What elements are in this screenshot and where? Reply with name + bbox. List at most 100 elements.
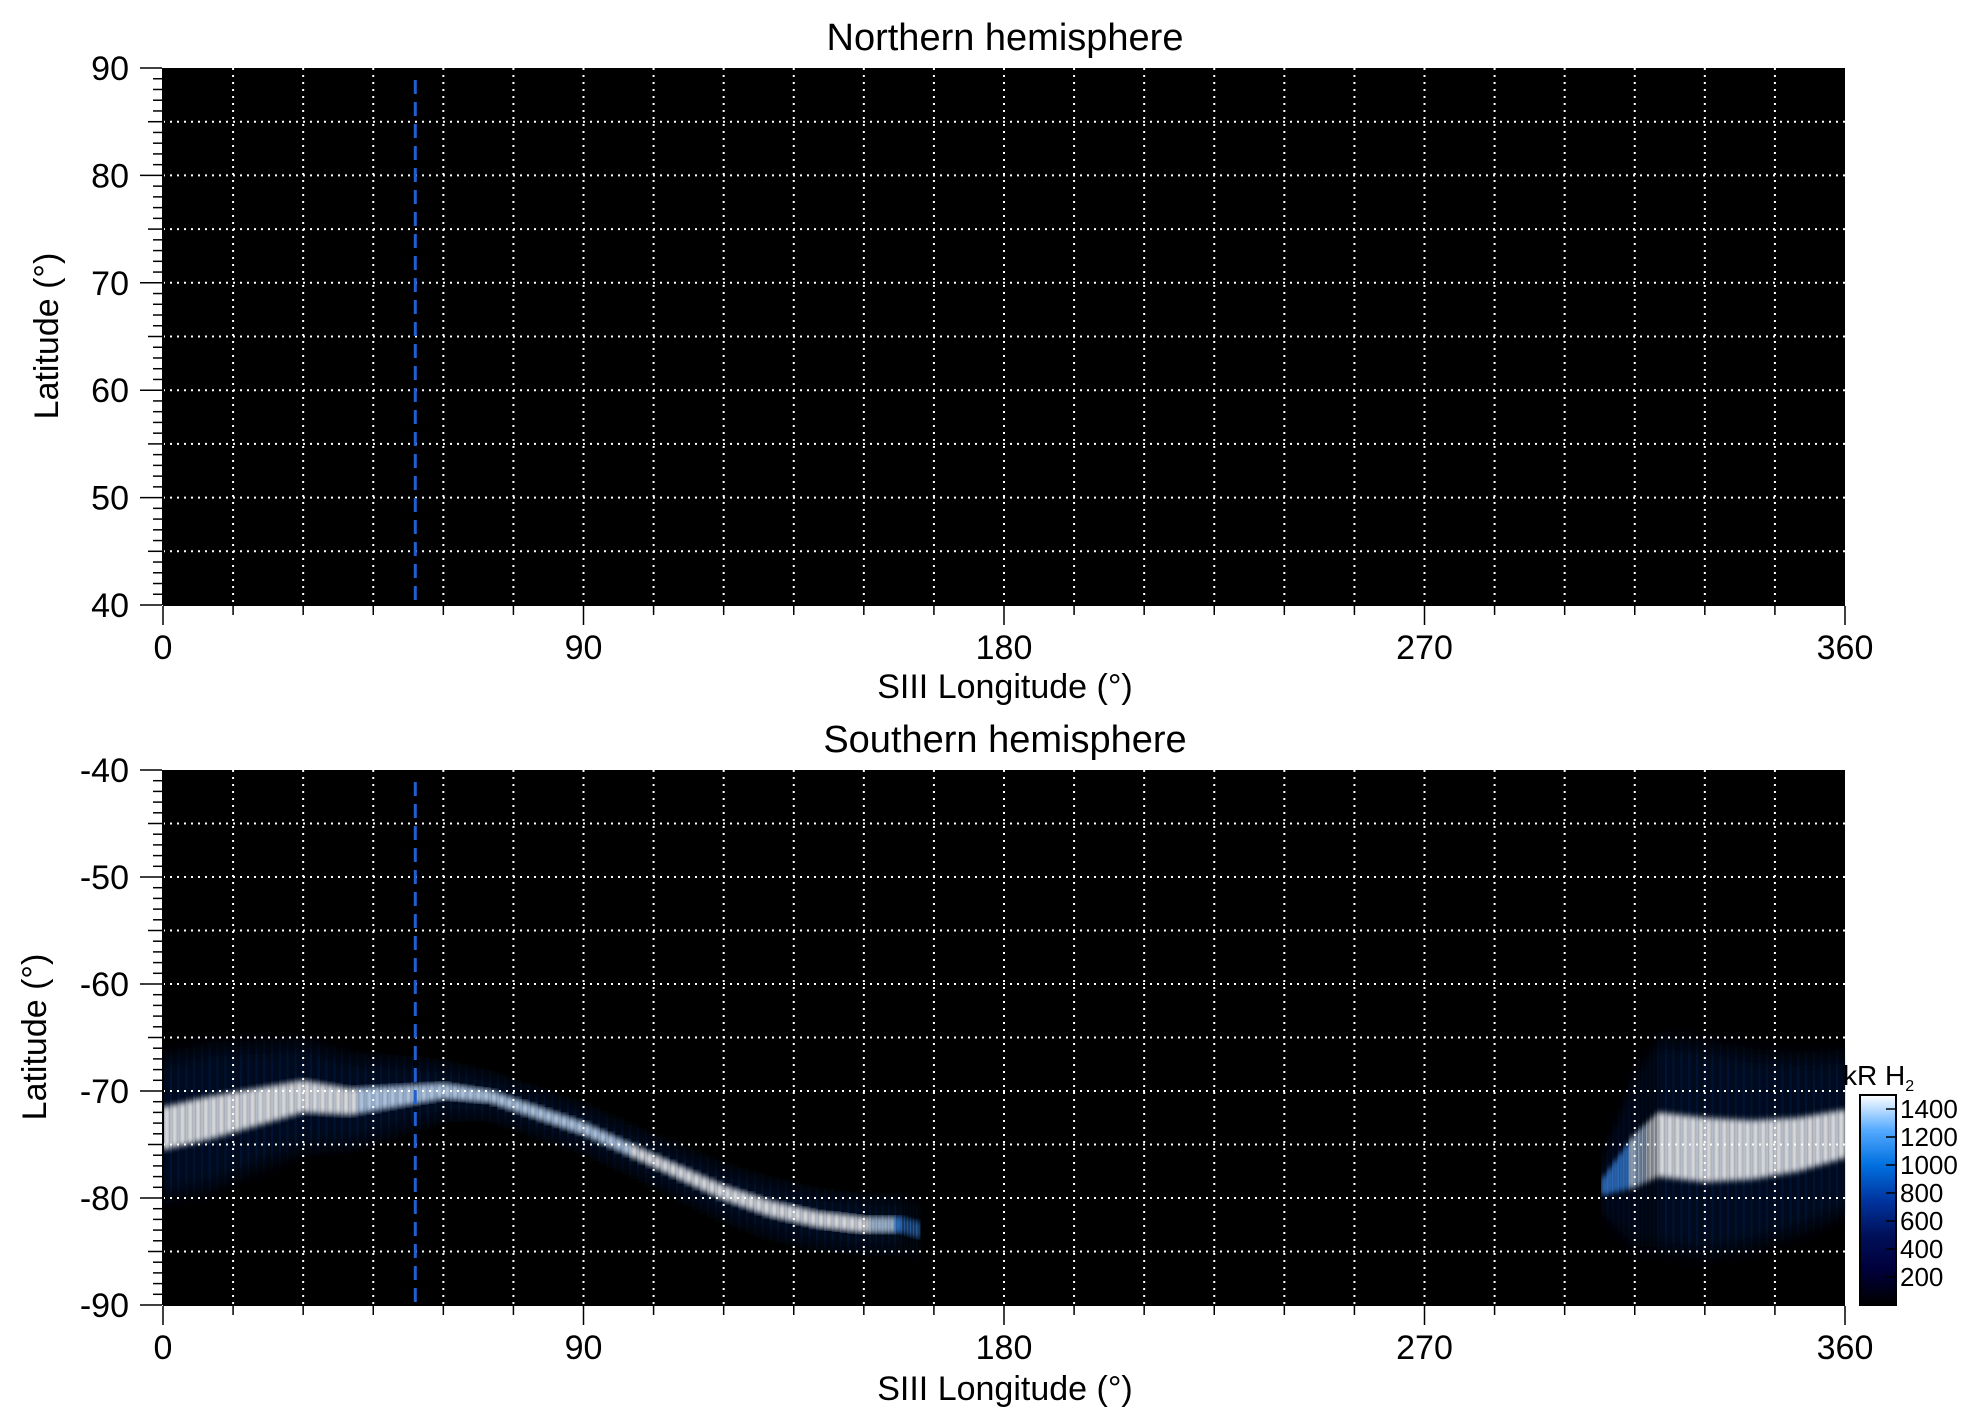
emission-band-segment	[723, 1185, 732, 1203]
emission-band-segment	[1689, 1115, 1698, 1182]
emission-band-segment	[388, 1085, 397, 1109]
emission-band-segment	[599, 1129, 607, 1146]
emission-band-segment	[832, 1213, 841, 1231]
emission-band-segment	[178, 1101, 187, 1147]
south-x-ticks: 0 90 180 270 360	[154, 1329, 1874, 1367]
emission-band-segment	[904, 1217, 908, 1235]
emission-band-segment	[622, 1139, 631, 1157]
emission-band-segment	[256, 1086, 265, 1126]
emission-band-segment	[342, 1086, 350, 1116]
emission-band-segment	[318, 1082, 327, 1114]
emission-band-segment	[233, 1091, 241, 1133]
emission-band-segment	[1634, 1130, 1639, 1188]
emission-band-segment	[310, 1081, 319, 1114]
south-title: Southern hemisphere	[823, 719, 1186, 761]
north-x-ticks: 0 90 180 270 360	[154, 629, 1874, 667]
emission-band-segment	[513, 1097, 522, 1114]
north-xlabel: SIII Longitude (°)	[877, 668, 1133, 706]
y-tick-label: 80	[91, 157, 129, 195]
north-minor-ticks	[140, 67, 1846, 625]
emission-band-segment	[334, 1085, 343, 1115]
colorbar-tick-label: 800	[1900, 1178, 1943, 1208]
y-tick-label: -80	[80, 1180, 129, 1218]
emission-band-segment	[1704, 1117, 1713, 1182]
emission-band-segment	[482, 1088, 491, 1103]
y-tick-label: 40	[91, 587, 129, 625]
emission-band-segment	[583, 1122, 592, 1139]
emission-band-segment	[817, 1211, 825, 1229]
emission-band-segment	[856, 1215, 864, 1233]
south-minor-ticks	[140, 769, 1846, 1325]
emission-band-segment	[1607, 1164, 1613, 1194]
emission-band-segment	[1612, 1156, 1619, 1193]
emission-band-segment	[560, 1114, 568, 1130]
emission-band-segment	[287, 1081, 296, 1117]
emission-band-segment	[785, 1204, 794, 1223]
colorbar-scale	[1859, 1094, 1897, 1306]
emission-band-segment	[731, 1187, 740, 1206]
emission-band-segment	[1813, 1113, 1822, 1167]
emission-band-segment	[1751, 1119, 1760, 1180]
y-tick-label: 60	[91, 372, 129, 410]
emission-band-segment	[427, 1083, 436, 1102]
colorbar-title-main: kR H	[1843, 1060, 1905, 1091]
x-tick-label: 90	[565, 629, 603, 667]
emission-band-segment	[451, 1084, 459, 1101]
emission-band-segment	[1712, 1118, 1721, 1182]
emission-band-segment	[1767, 1119, 1775, 1177]
emission-band-segment	[458, 1085, 467, 1101]
x-tick-label: 270	[1396, 1329, 1453, 1367]
south-emission	[163, 1041, 1845, 1256]
emission-band-segment	[225, 1092, 234, 1135]
emission-band-segment	[1602, 1171, 1608, 1196]
colorbar-tick-label: 400	[1900, 1234, 1943, 1264]
emission-band-segment	[888, 1216, 895, 1233]
emission-band-segment	[567, 1116, 576, 1133]
emission-band-segment	[630, 1143, 639, 1160]
emission-band-segment	[1782, 1118, 1791, 1174]
colorbar-title: kR H2	[1843, 1060, 1914, 1095]
emission-band-segment	[521, 1100, 529, 1117]
emission-band-segment	[396, 1085, 405, 1108]
emission-band-segment	[669, 1160, 677, 1179]
emission-band-segment	[1837, 1109, 1845, 1161]
emission-band-segment	[357, 1087, 366, 1114]
emission-band-segment	[404, 1084, 413, 1106]
emission-band-segment	[1646, 1119, 1651, 1182]
emission-band-segment	[1759, 1119, 1768, 1178]
emission-band-segment	[684, 1167, 693, 1186]
emission-band-segment	[882, 1216, 889, 1233]
emission-band-segment	[638, 1146, 646, 1164]
emission-band-segment	[700, 1174, 709, 1193]
south-y-ticks: -90 -80 -70 -60 -50 -40	[80, 752, 129, 1325]
north-y-ticks: 40 50 60 70 80 90	[91, 50, 129, 625]
emission-band-segment	[474, 1087, 483, 1103]
emission-band-segment	[770, 1200, 779, 1219]
emission-band-segment	[419, 1083, 428, 1104]
emission-band-segment	[754, 1195, 763, 1214]
emission-band-segment	[248, 1088, 257, 1129]
emission-band-segment	[809, 1209, 818, 1228]
emission-band-segment	[876, 1216, 883, 1233]
emission-band-segment	[365, 1086, 374, 1113]
emission-band-segment	[715, 1181, 724, 1201]
emission-band-segment	[1774, 1118, 1783, 1176]
emission-band-segment	[910, 1219, 914, 1237]
emission-band-segment	[762, 1198, 771, 1217]
emission-band-segment	[443, 1082, 452, 1100]
emission-band-segment	[552, 1111, 561, 1127]
emission-band-segment	[1629, 1133, 1635, 1189]
y-tick-label: -50	[80, 859, 129, 897]
colorbar-title-subscript: 2	[1905, 1078, 1914, 1095]
emission-band-segment	[676, 1164, 685, 1182]
y-tick-label: -40	[80, 752, 129, 790]
emission-band-segment	[217, 1093, 226, 1137]
emission-band-segment	[1642, 1123, 1647, 1184]
x-tick-label: 360	[1817, 629, 1874, 667]
emission-band-segment	[272, 1084, 280, 1122]
colorbar-tick-label: 1200	[1900, 1122, 1958, 1152]
emission-band-segment	[1618, 1148, 1624, 1192]
emission-band-segment	[1806, 1115, 1814, 1170]
emission-band-segment	[739, 1190, 748, 1209]
emission-band-segment	[544, 1108, 553, 1125]
